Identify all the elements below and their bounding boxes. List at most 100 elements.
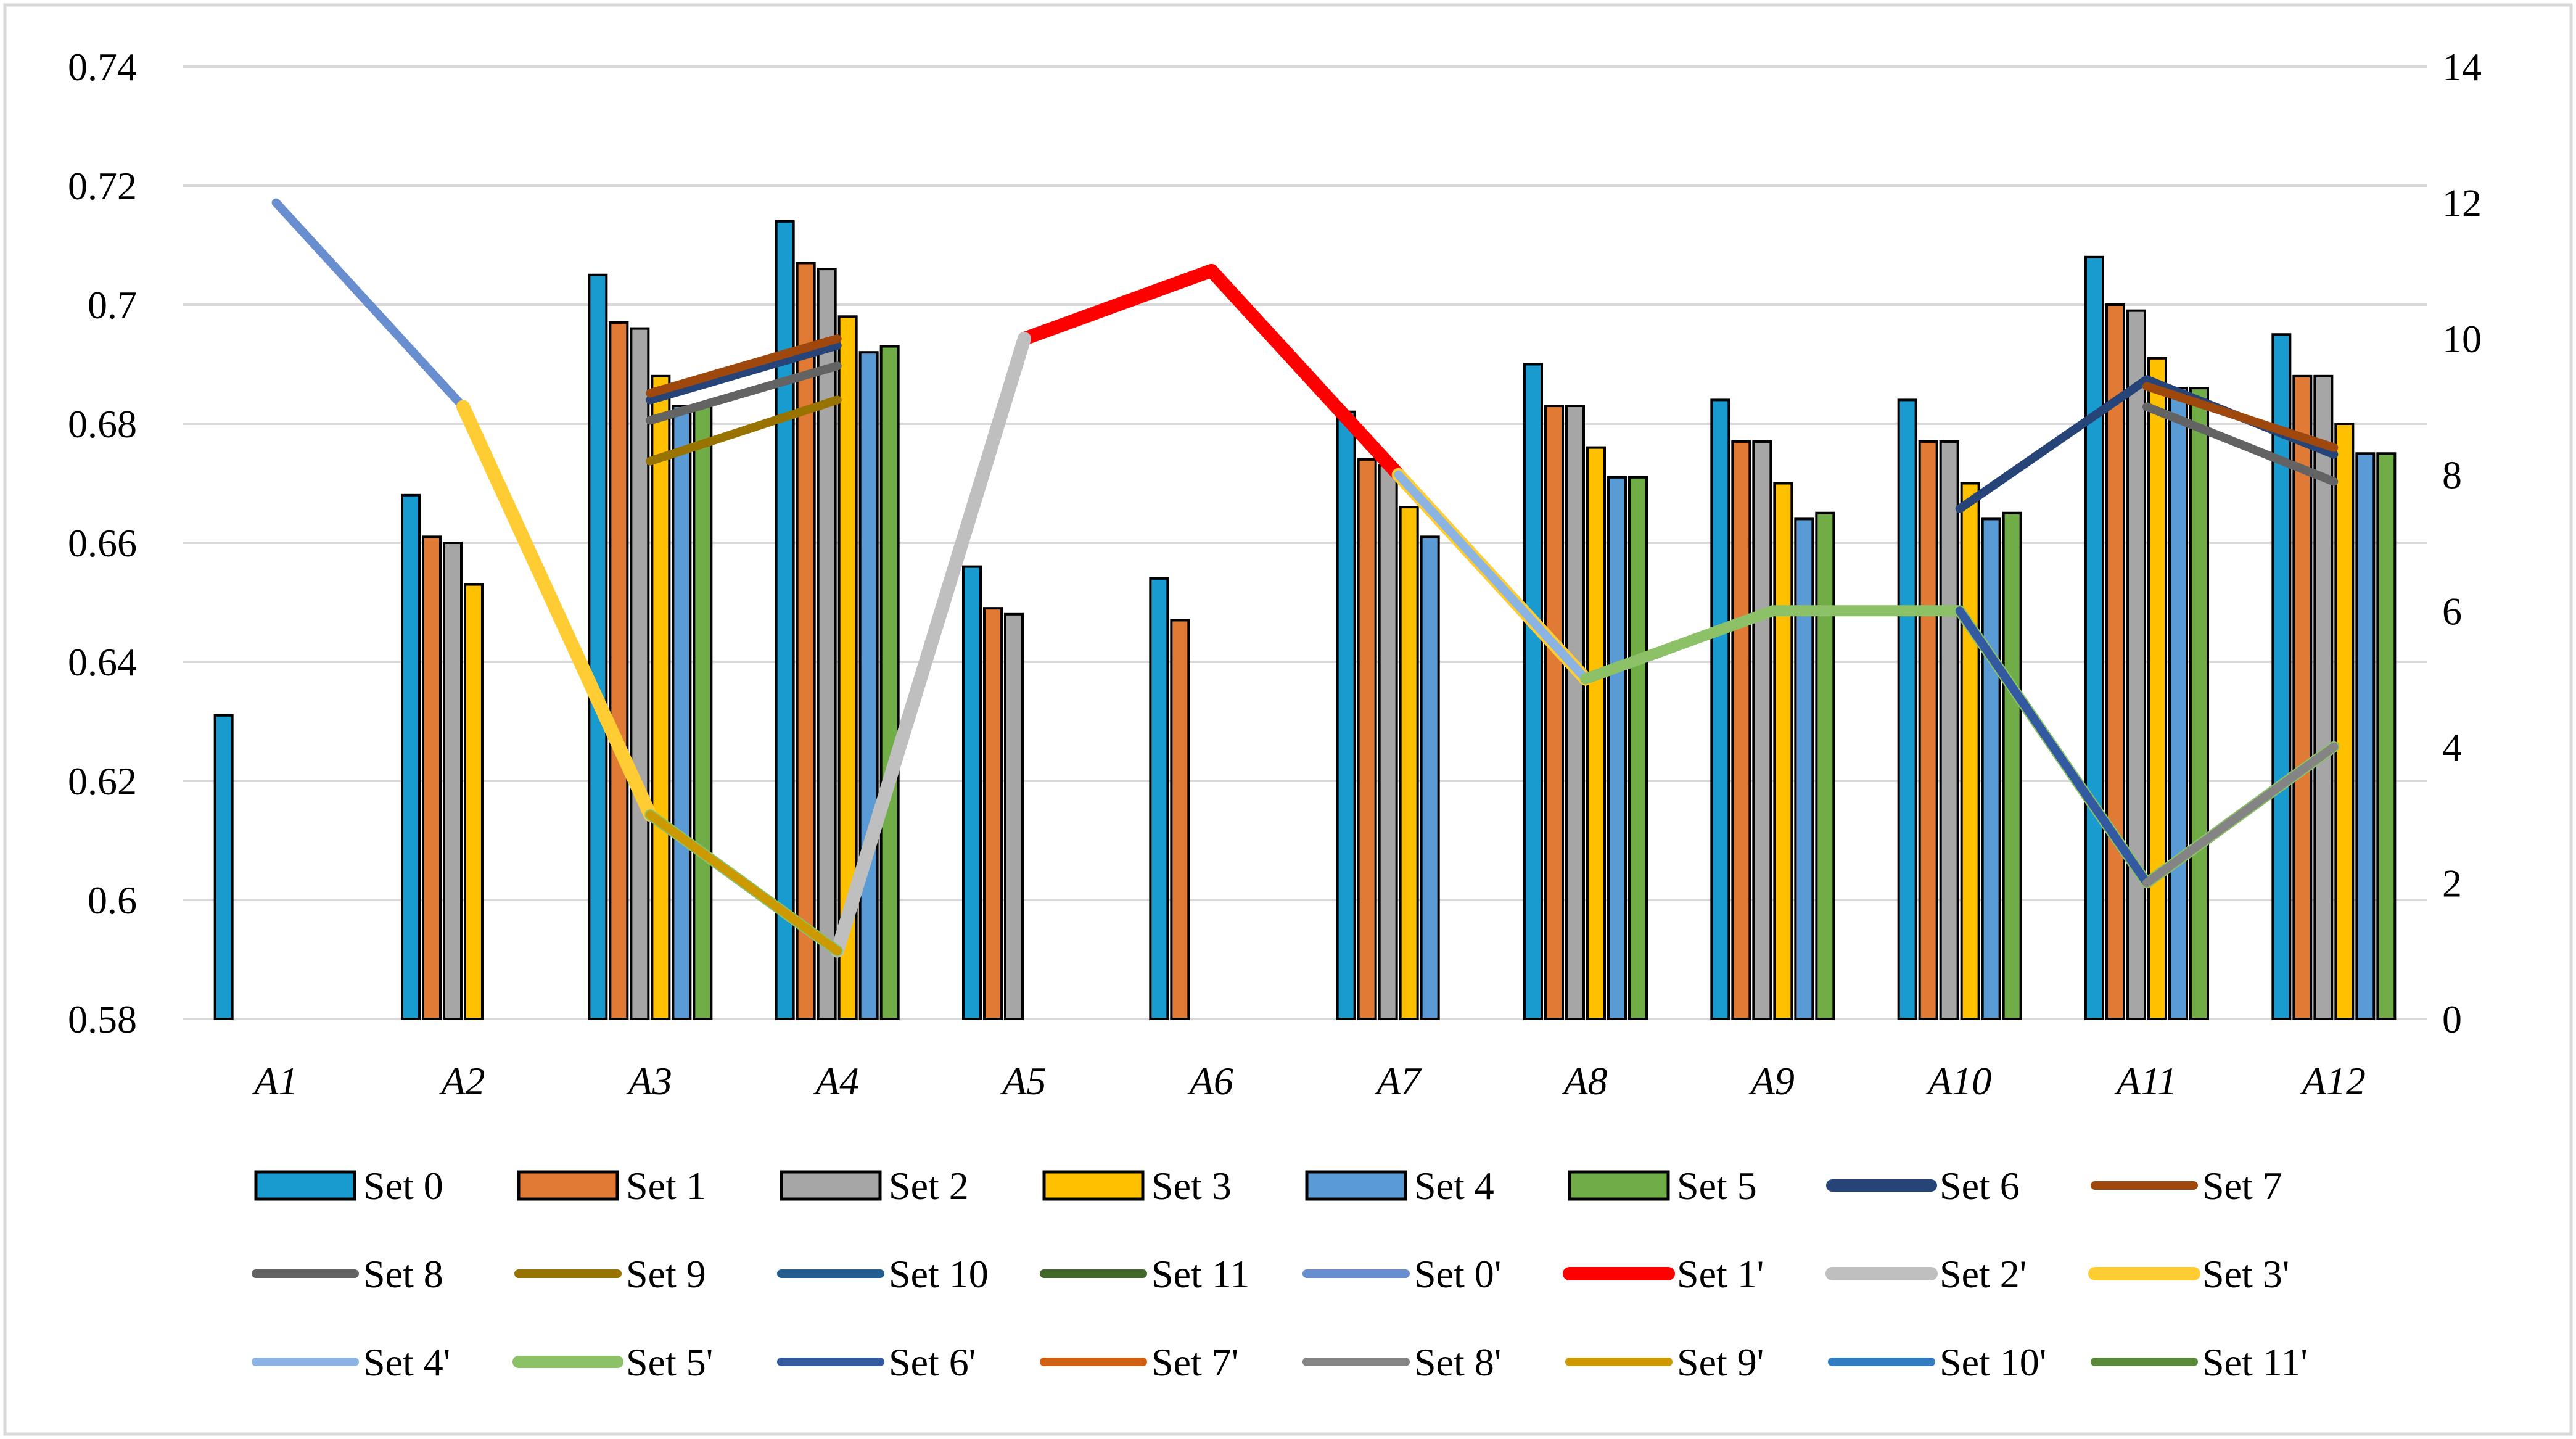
series-line <box>646 341 842 405</box>
x-tick-label: A7 <box>1374 1059 1422 1103</box>
legend-label: Set 5' <box>626 1340 713 1384</box>
y2-tick-label: 10 <box>2442 317 2482 361</box>
bars-layer <box>213 220 2397 1021</box>
legend: Set 0 Set 1 Set 2 Set 3 Set 4 Set 5 Set 6 Set 7… <box>252 1164 2308 1384</box>
legend-swatch <box>1042 1170 1145 1201</box>
legend-label: Set 0 <box>363 1164 443 1208</box>
y-tick-label: 0.68 <box>68 402 137 446</box>
series-line <box>646 361 842 425</box>
y-axis-left: 0.58 0.6 0.62 0.64 0.66 0.68 0.7 0.72 0.74 <box>68 45 137 1041</box>
bar <box>1773 482 1793 1020</box>
bar <box>962 565 982 1020</box>
y-tick-label: 0.58 <box>68 997 137 1041</box>
bar <box>2292 374 2313 1020</box>
series-line <box>2142 402 2339 486</box>
series-line <box>1955 606 2151 888</box>
bar <box>1336 410 1356 1020</box>
x-axis: A1 A2 A3 A4 A5 A6 A7 A8 A9 A10 A11 A12 <box>252 1059 2366 1103</box>
bar <box>1523 363 1543 1020</box>
y-tick-label: 0.62 <box>68 759 137 803</box>
series-line <box>646 395 842 466</box>
legend-label: Set 10' <box>1940 1340 2046 1384</box>
bar <box>983 607 1003 1020</box>
legend-label: Set 5 <box>1677 1164 1757 1208</box>
legend-label: Set 9' <box>1677 1340 1764 1384</box>
bar <box>796 262 816 1021</box>
bar <box>651 374 671 1020</box>
bar <box>1918 440 1938 1020</box>
bar <box>2002 511 2022 1020</box>
bar <box>2168 387 2188 1020</box>
legend-label: Set 1 <box>626 1164 706 1208</box>
x-tick-label: A12 <box>2300 1059 2366 1103</box>
bar <box>1628 476 1648 1020</box>
bar <box>2355 452 2376 1020</box>
bar <box>1149 577 1169 1020</box>
legend-label: Set 1' <box>1677 1252 1764 1296</box>
bar <box>1420 535 1440 1020</box>
bar <box>1815 511 1835 1020</box>
y2-tick-label: 8 <box>2442 453 2462 497</box>
legend-label: Set 8' <box>1414 1340 1501 1384</box>
legend-swatch <box>780 1170 882 1201</box>
x-tick-label: A3 <box>626 1059 672 1103</box>
y-tick-label: 0.74 <box>68 45 137 89</box>
series-line <box>646 810 842 955</box>
bar <box>2334 423 2355 1020</box>
y2-tick-label: 4 <box>2442 725 2462 769</box>
x-tick-label: A11 <box>2114 1059 2177 1103</box>
y-tick-label: 0.64 <box>68 640 137 684</box>
y2-tick-label: 0 <box>2442 997 2462 1041</box>
x-tick-label: A6 <box>1187 1059 1233 1103</box>
series-line <box>271 198 467 411</box>
bar <box>817 268 837 1021</box>
legend-label: Set 4 <box>1414 1164 1494 1208</box>
bar <box>1710 398 1730 1020</box>
y-tick-label: 0.6 <box>88 878 137 922</box>
bar <box>1939 440 1959 1020</box>
bar <box>2084 255 2104 1020</box>
bar <box>630 327 650 1020</box>
bar <box>2147 357 2167 1020</box>
y2-tick-label: 6 <box>2442 589 2462 633</box>
y-tick-label: 0.7 <box>88 283 137 327</box>
series-line <box>456 400 657 822</box>
bar <box>401 493 421 1020</box>
bar <box>2105 303 2125 1020</box>
y2-tick-label: 12 <box>2442 181 2482 225</box>
legend-label: Set 10 <box>889 1252 989 1296</box>
bar <box>2271 333 2292 1020</box>
x-tick-label: A5 <box>1000 1059 1046 1103</box>
bar <box>443 542 463 1020</box>
legend-label: Set 9 <box>626 1252 706 1296</box>
series-line <box>2142 382 2339 452</box>
bar <box>1170 619 1190 1020</box>
legend-label: Set 7' <box>1151 1340 1238 1384</box>
bar <box>2126 309 2146 1020</box>
bar <box>1399 506 1419 1020</box>
bar <box>1981 517 2001 1020</box>
bar <box>1794 517 1814 1020</box>
x-tick-label: A8 <box>1561 1059 1607 1103</box>
x-tick-label: A4 <box>813 1059 859 1103</box>
y2-tick-label: 2 <box>2442 861 2462 905</box>
bar <box>2376 452 2397 1020</box>
bar <box>775 220 795 1020</box>
legend-swatch <box>254 1170 356 1201</box>
bar <box>1565 405 1585 1020</box>
x-tick-label: A10 <box>1925 1059 1991 1103</box>
x-tick-label: A1 <box>252 1059 298 1103</box>
bar <box>1544 405 1564 1020</box>
y2-tick-label: 14 <box>2442 45 2482 89</box>
gridlines <box>183 65 2427 1020</box>
legend-swatch <box>1568 1170 1670 1201</box>
bar <box>422 535 442 1020</box>
legend-label: Set 11 <box>1151 1252 1249 1296</box>
y-axis-right: 0 2 4 6 8 10 12 14 <box>2442 45 2482 1041</box>
legend-label: Set 7 <box>2202 1164 2282 1208</box>
bar <box>213 714 234 1020</box>
bar <box>609 321 629 1021</box>
bar <box>858 351 879 1021</box>
bar <box>1897 398 1917 1020</box>
